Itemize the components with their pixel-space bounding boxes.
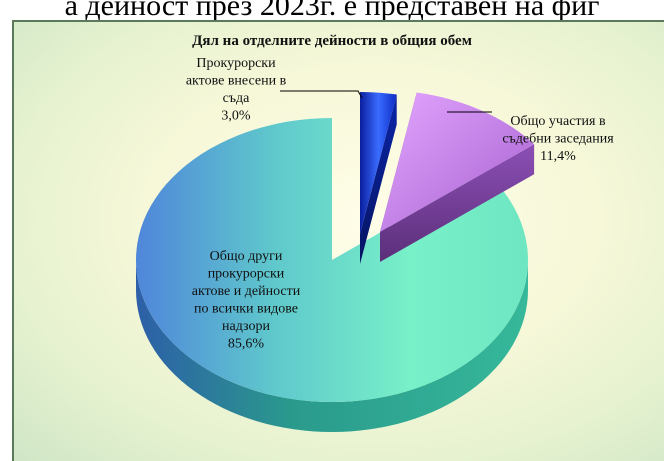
slice-court-sessions-label-line: Общо участия в: [510, 114, 606, 129]
slice-prosecutor-acts-label-line: актове внесени в: [186, 74, 287, 89]
slice-other-acts-label-line: прокурорски: [208, 267, 285, 282]
slice-court-sessions-cut-face: [380, 144, 535, 262]
slice-other-acts-label-line: актове и дейности: [192, 284, 301, 299]
slice-other-acts-top: [135, 118, 528, 402]
slice-prosecutor-acts-label-line: съда: [223, 91, 251, 106]
chart-title: Дял на отделните дейности в общия обем: [192, 33, 472, 49]
slice-court-sessions-label: Общо участия в съдебни заседания 11,4%: [502, 114, 614, 164]
slice-other-acts-label-line: 85,6%: [228, 337, 265, 352]
slice-other-acts-side: [136, 260, 528, 432]
slice-other-acts-label-line: Общо други: [210, 249, 283, 264]
slice-court-sessions-top: [380, 92, 535, 232]
slice-prosecutor-acts-label-line: 3,0%: [221, 109, 251, 124]
slice-prosecutor-acts-label-line: Прокурорски: [196, 56, 276, 71]
slice-prosecutor-acts: [360, 92, 397, 264]
slice-prosecutor-acts-label: Прокурорски актове внесени в съда 3,0%: [186, 56, 287, 124]
page-heading: а дейност през 2023г. е представен на фи…: [64, 0, 600, 22]
slice-other-acts-label-line: надзори: [222, 319, 270, 334]
pie-chart: Дял на отделните дейности в общия обем П…: [135, 33, 614, 432]
slice-other-acts-label: Общо други прокурорски актове и дейности по…: [192, 249, 301, 352]
slice-court-sessions-label-line: съдебни заседания: [502, 132, 614, 147]
slice-court-sessions-label-line: 11,4%: [540, 149, 576, 164]
slice-prosecutor-acts-top: [360, 92, 397, 234]
slice-prosecutor-acts-cut-face: [360, 94, 397, 264]
chart-frame: Дял на отделните дейности в общия обем П…: [12, 20, 664, 461]
slice-prosecutor-acts-leader-line: [280, 90, 363, 99]
slice-court-sessions: [380, 92, 535, 262]
slice-other-acts-label-line: по всички видове: [194, 302, 298, 317]
